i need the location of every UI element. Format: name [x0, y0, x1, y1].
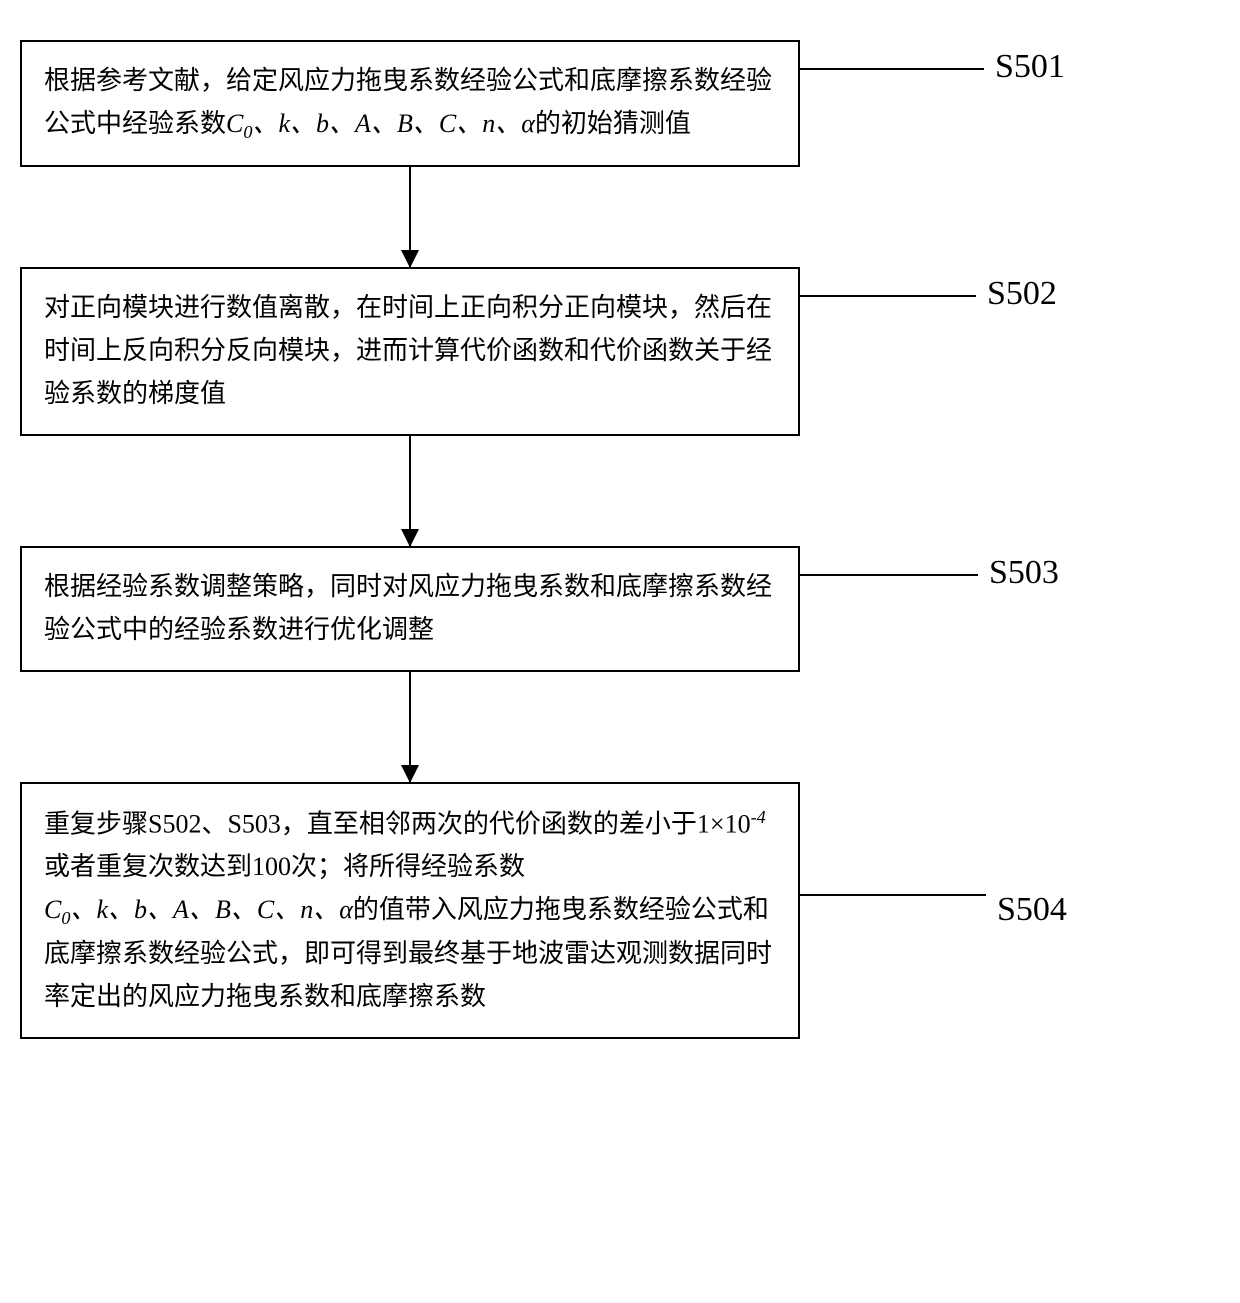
arrow-s501-s502 [20, 167, 800, 267]
step-text-s504-line1a: 重复步骤S502、S503，直至相邻两次的代价函数的差小于1×10 [44, 809, 751, 838]
step-text-s501-after: 的初始猜测值 [535, 109, 691, 138]
connector-s504 [798, 894, 986, 896]
step-box-s501: 根据参考文献，给定风应力拖曳系数经验公式和底摩擦系数经验公式中经验系数C0、k、… [20, 40, 800, 167]
step-text-s504-line1b: 或者重复次数达到100次；将所得经验系数 [44, 852, 525, 881]
step-row-s501: 根据参考文献，给定风应力拖曳系数经验公式和底摩擦系数经验公式中经验系数C0、k、… [20, 40, 1220, 167]
connector-s503 [798, 574, 978, 576]
step-row-s504: 重复步骤S502、S503，直至相邻两次的代价函数的差小于1×10-4 或者重复次… [20, 782, 1220, 1039]
flowchart-container: 根据参考文献，给定风应力拖曳系数经验公式和底摩擦系数经验公式中经验系数C0、k、… [20, 40, 1220, 1039]
step-coeffs-s501: C0、k、b、A、B、C、n、α [226, 109, 535, 138]
step-label-s504: S504 [997, 891, 1067, 929]
step-text-s502: 对正向模块进行数值离散，在时间上正向积分正向模块，然后在时间上反向积分反向模块，… [44, 293, 772, 408]
step-coeffs-s504: C0、k、b、A、B、C、n、α [44, 895, 353, 924]
connector-s502 [798, 295, 976, 297]
step-label-s501: S501 [995, 48, 1065, 86]
step-row-s503: 根据经验系数调整策略，同时对风应力拖曳系数和底摩擦系数经验公式中的经验系数进行优… [20, 546, 1220, 672]
step-box-s503: 根据经验系数调整策略，同时对风应力拖曳系数和底摩擦系数经验公式中的经验系数进行优… [20, 546, 800, 672]
arrow-s502-s503 [20, 436, 800, 546]
step-box-s502: 对正向模块进行数值离散，在时间上正向积分正向模块，然后在时间上反向积分反向模块，… [20, 267, 800, 436]
step-label-s503: S503 [989, 554, 1059, 592]
connector-s501 [798, 68, 984, 70]
step-text-s503: 根据经验系数调整策略，同时对风应力拖曳系数和底摩擦系数经验公式中的经验系数进行优… [44, 572, 772, 644]
step-row-s502: 对正向模块进行数值离散，在时间上正向积分正向模块，然后在时间上反向积分反向模块，… [20, 267, 1220, 436]
arrow-s503-s504 [20, 672, 800, 782]
step-label-s502: S502 [987, 275, 1057, 313]
step-exp-s504: -4 [751, 807, 766, 827]
step-box-s504: 重复步骤S502、S503，直至相邻两次的代价函数的差小于1×10-4 或者重复次… [20, 782, 800, 1039]
